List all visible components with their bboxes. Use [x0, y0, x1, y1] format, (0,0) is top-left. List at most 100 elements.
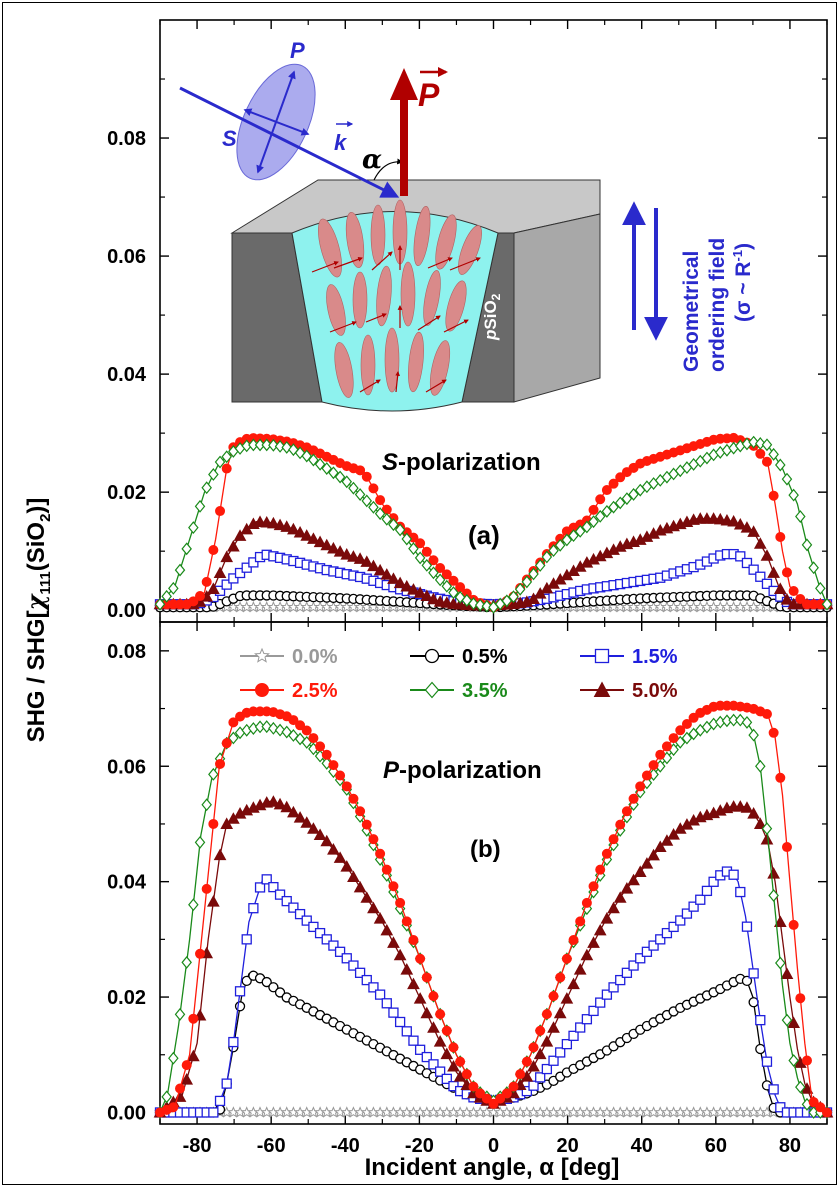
- data-point: [755, 1014, 766, 1026]
- data-point: [361, 494, 373, 508]
- data-point: [401, 1026, 412, 1037]
- data-point: [415, 953, 426, 964]
- data-point: [501, 594, 513, 608]
- data-point: [414, 551, 426, 565]
- data-point: [394, 1016, 406, 1028]
- data-point: [508, 1081, 519, 1092]
- data-point: [288, 902, 299, 913]
- data-point: [434, 573, 446, 587]
- series-1-5pct: [154, 866, 833, 1118]
- data-point: [368, 982, 379, 993]
- data-point: [194, 835, 206, 849]
- data-point: [434, 1066, 446, 1077]
- data-point: [787, 1016, 800, 1029]
- data-point: [768, 727, 779, 738]
- data-point: [208, 468, 219, 481]
- data-point: [788, 919, 799, 930]
- data-point: [441, 569, 452, 580]
- data-point: [341, 475, 353, 489]
- data-point: [773, 582, 787, 594]
- data-point: [360, 891, 374, 903]
- data-point: [400, 579, 414, 592]
- data-point: [595, 494, 606, 505]
- molecule-ellipses: [318, 199, 482, 398]
- y-axis-label: SHG / SHG[χ111(SiO2)]: [21, 498, 54, 743]
- data-point: [515, 1069, 526, 1080]
- data-point: [440, 1047, 454, 1060]
- s-axis-arrow: [243, 108, 310, 136]
- data-point: [188, 1013, 199, 1024]
- legend-marker: [254, 647, 270, 663]
- data-point: [795, 1080, 806, 1094]
- data-point: [775, 532, 786, 543]
- y-tick-label: 0.06: [107, 246, 146, 268]
- data-point: [268, 982, 279, 993]
- data-point: [188, 596, 199, 607]
- data-point: [301, 449, 313, 463]
- data-point: [400, 963, 414, 975]
- data-point: [348, 793, 359, 804]
- data-point: [341, 953, 352, 964]
- data-point: [733, 517, 747, 530]
- big-p-arrow: [390, 68, 418, 196]
- y-tick-label: 0.08: [107, 641, 146, 663]
- s-label: S: [222, 126, 237, 151]
- annotation-p-polarization: P-polarization: [383, 757, 542, 784]
- data-point: [448, 586, 459, 600]
- data-point: [380, 568, 394, 580]
- x-tick-label: 60: [705, 1135, 727, 1157]
- data-point: [421, 546, 432, 557]
- data-point: [567, 977, 580, 990]
- data-point: [708, 876, 719, 887]
- data-point: [288, 715, 299, 726]
- data-point: [320, 834, 334, 847]
- data-point: [668, 733, 679, 744]
- data-point: [528, 1042, 539, 1053]
- legend-label: 0.0%: [292, 646, 338, 668]
- field-line1: Geometrical: [680, 251, 703, 372]
- data-point: [761, 1056, 773, 1067]
- data-point: [428, 555, 439, 566]
- data-point: [227, 539, 240, 552]
- data-point: [681, 719, 692, 730]
- data-point: [421, 972, 432, 983]
- data-point: [421, 558, 433, 572]
- data-point: [268, 438, 279, 452]
- data-point: [748, 968, 759, 979]
- legend-item: 5.0%: [580, 680, 678, 702]
- data-point: [295, 720, 306, 731]
- data-point: [601, 504, 613, 518]
- data-point: [561, 533, 573, 547]
- data-point: [355, 806, 366, 817]
- data-point: [188, 898, 199, 912]
- data-point: [781, 472, 793, 486]
- data-point: [660, 834, 674, 846]
- data-point: [647, 848, 660, 861]
- data-point: [353, 880, 367, 893]
- data-point: [795, 510, 806, 523]
- data-point: [822, 1107, 832, 1118]
- data-point: [234, 1001, 246, 1012]
- data-point: [175, 1083, 186, 1094]
- data-point: [761, 822, 773, 836]
- data-point: [755, 1043, 766, 1055]
- data-point: [528, 567, 539, 581]
- x-axis-label: Incident angle, α [deg]: [365, 1154, 620, 1181]
- legend-label: 0.5%: [462, 646, 508, 668]
- data-point: [735, 886, 746, 898]
- data-point: [340, 548, 354, 560]
- data-point: [560, 992, 574, 1004]
- data-point: [368, 483, 379, 494]
- legend-label: 5.0%: [632, 680, 678, 702]
- data-point: [207, 895, 220, 907]
- data-point: [428, 566, 439, 580]
- data-point: [413, 992, 427, 1004]
- data-point: [313, 535, 327, 548]
- data-point: [374, 989, 386, 1000]
- data-point: [761, 456, 772, 467]
- data-point: [768, 889, 779, 902]
- data-point: [308, 921, 319, 933]
- data-point: [195, 591, 206, 602]
- data-point: [194, 499, 206, 513]
- y-tick-label: 0.00: [107, 1102, 146, 1124]
